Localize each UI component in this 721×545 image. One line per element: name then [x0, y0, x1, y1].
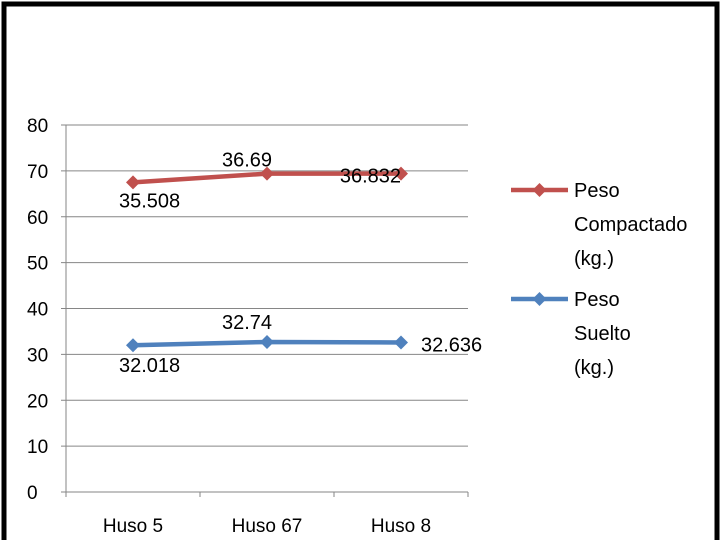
y-tick-label: 0 — [27, 483, 38, 504]
legend-marker — [532, 183, 547, 197]
data-point-marker — [126, 175, 140, 190]
legend-label: (kg.) — [574, 357, 614, 379]
y-tick-label: 30 — [27, 345, 48, 366]
data-label: 36.832 — [340, 166, 401, 188]
legend-label: Compactado — [574, 214, 687, 236]
data-label: 32.636 — [421, 334, 482, 356]
data-label: 32.74 — [222, 312, 272, 334]
legend-label: (kg.) — [574, 248, 614, 270]
x-tick-label: Huso 67 — [232, 516, 303, 537]
gridlines — [66, 124, 468, 447]
data-label: 35.508 — [119, 190, 180, 212]
data-point-marker — [394, 166, 408, 181]
y-tick-labels: 0 10 20 30 40 50 60 70 80 — [27, 116, 48, 504]
y-tick-label: 20 — [27, 391, 48, 412]
axes — [61, 124, 469, 497]
data-point-marker — [394, 335, 408, 350]
x-tick-label: Huso 5 — [103, 516, 163, 537]
y-tick-label: 70 — [27, 162, 48, 183]
data-label: 32.018 — [119, 355, 180, 377]
x-tick-labels: Huso 5 Huso 67 Huso 8 — [103, 516, 431, 537]
data-point-marker — [126, 338, 140, 353]
y-tick-label: 60 — [27, 208, 48, 229]
x-tick-label: Huso 8 — [371, 516, 431, 537]
data-labels: 35.508 36.69 36.832 32.018 32.74 32.636 — [119, 150, 482, 378]
data-point-marker — [260, 166, 274, 181]
y-tick-label: 40 — [27, 300, 48, 321]
legend-marker — [532, 292, 547, 306]
data-point-marker — [260, 334, 274, 349]
y-tick-label: 80 — [27, 116, 48, 137]
y-tick-label: 50 — [27, 254, 48, 275]
series-lines — [126, 166, 408, 353]
legend-label: Suelto — [574, 323, 631, 345]
legend: Peso Compactado (kg.) Peso Suelto (kg.) — [511, 180, 687, 379]
legend-label: Peso — [574, 289, 620, 311]
legend-label: Peso — [574, 180, 620, 202]
data-label: 36.69 — [222, 150, 272, 172]
y-tick-label: 10 — [27, 437, 48, 458]
